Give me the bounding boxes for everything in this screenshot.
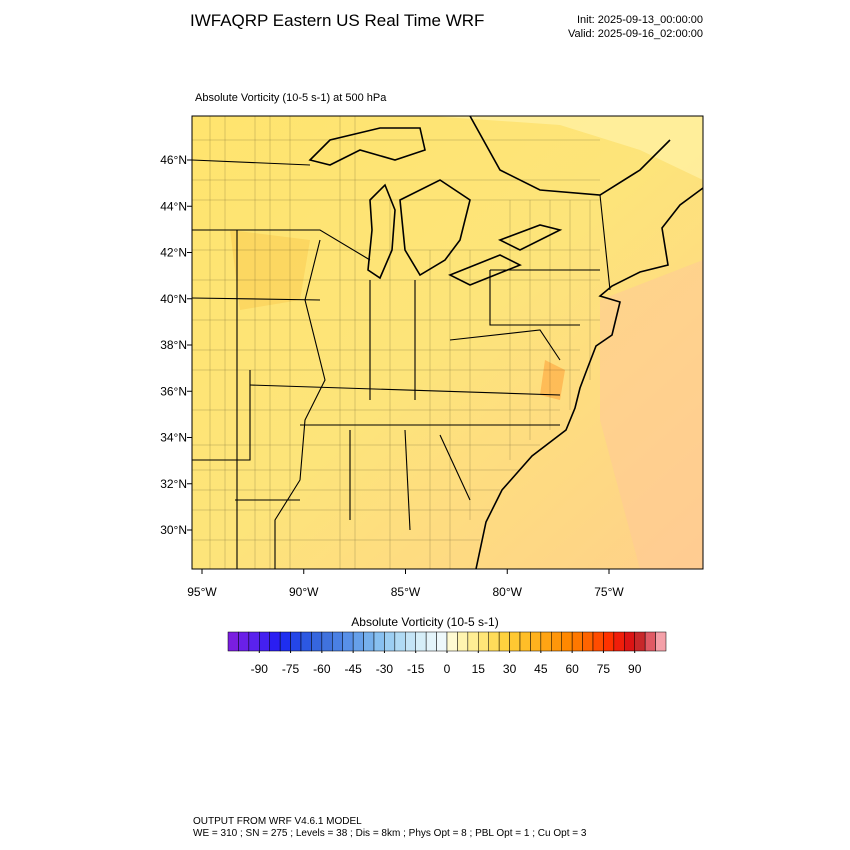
lat-label: 34°N — [160, 431, 187, 445]
colorbar-box — [238, 631, 250, 652]
colorbar-box — [457, 631, 469, 652]
lat-label: 30°N — [160, 523, 187, 537]
colorbar-box — [259, 631, 270, 652]
lat-label: 46°N — [160, 153, 187, 167]
colorbar-box — [279, 631, 291, 652]
colorbar-label: 45 — [534, 662, 548, 676]
lat-label: 44°N — [160, 199, 187, 213]
colorbar-box — [613, 631, 625, 652]
colorbar-box — [321, 631, 333, 652]
colorbar-label: 0 — [444, 662, 451, 676]
colorbar-box — [655, 631, 667, 652]
colorbar-box — [342, 631, 354, 652]
colorbar-label: 30 — [503, 662, 517, 676]
colorbar-box — [509, 631, 521, 652]
colorbar-box — [300, 631, 312, 652]
field-patch — [430, 116, 703, 180]
colorbar-box — [478, 631, 489, 652]
colorbar-box — [519, 631, 531, 652]
colorbar-label: 60 — [565, 662, 579, 676]
lon-label: 75°W — [594, 585, 624, 599]
subtitle: Absolute Vorticity (10-5 s-1) at 500 hPa — [195, 92, 387, 104]
colorbar-box — [551, 631, 562, 652]
colorbar-box — [394, 631, 406, 652]
colorbar-box — [373, 631, 385, 652]
county-grid — [192, 116, 600, 569]
lat-label: 38°N — [160, 338, 187, 352]
lat-label: 40°N — [160, 292, 187, 306]
colorbar-title: Absolute Vorticity (10-5 s-1) — [351, 615, 498, 629]
field-patch — [600, 260, 703, 569]
colorbar-box — [332, 631, 343, 652]
colorbar-box — [405, 631, 416, 652]
colorbar-box — [227, 631, 239, 652]
colorbar-label: 75 — [597, 662, 611, 676]
colorbar-box — [248, 631, 260, 652]
colorbar-box — [498, 631, 510, 652]
colorbar-box — [467, 631, 479, 652]
lat-label: 42°N — [160, 246, 187, 260]
colorbar-box — [415, 631, 427, 652]
lat-label: 36°N — [160, 384, 187, 398]
colorbar-label: -90 — [251, 662, 269, 676]
colorbar-box — [384, 631, 396, 652]
colorbar-label: -45 — [344, 662, 362, 676]
colorbar-box — [582, 631, 594, 652]
title: IWFAQRP Eastern US Real Time WRF — [190, 11, 484, 30]
colorbar-box — [425, 631, 437, 652]
colorbar-box — [530, 631, 542, 652]
init-time: Init: 2025-09-13_00:00:00 — [577, 14, 703, 26]
colorbar-label: -15 — [407, 662, 425, 676]
lon-label: 80°W — [493, 585, 523, 599]
colorbar-box — [446, 631, 458, 652]
valid-time: Valid: 2025-09-16_02:00:00 — [568, 28, 703, 40]
colorbar-label: -60 — [313, 662, 331, 676]
map-frame — [191, 115, 704, 570]
colorbar-box — [634, 631, 646, 652]
colorbar-label: -30 — [376, 662, 394, 676]
footer-line: WE = 310 ; SN = 275 ; Levels = 38 ; Dis … — [193, 828, 587, 839]
colorbar-box — [561, 631, 573, 652]
colorbar-box — [269, 631, 281, 652]
colorbar-box — [363, 631, 375, 652]
colorbar-label: 15 — [472, 662, 486, 676]
colorbar-box — [540, 631, 552, 652]
state-borders — [191, 159, 611, 569]
colorbar-box — [488, 631, 500, 652]
lat-label: 32°N — [160, 477, 187, 491]
lon-label: 95°W — [187, 585, 217, 599]
lon-label: 85°W — [391, 585, 421, 599]
colorbar-box — [603, 631, 615, 652]
colorbar-box — [571, 631, 583, 652]
colorbar-box — [624, 631, 635, 652]
footer-line: OUTPUT FROM WRF V4.6.1 MODEL — [193, 816, 362, 827]
colorbar-box — [436, 631, 448, 652]
colorbar-label: -75 — [282, 662, 300, 676]
colorbar-box — [290, 631, 302, 652]
colorbar-label: 90 — [628, 662, 642, 676]
colorbar-box — [592, 631, 604, 652]
colorbar-box — [311, 631, 323, 652]
colorbar-box — [644, 631, 656, 652]
map — [191, 115, 704, 570]
lon-label: 90°W — [289, 585, 319, 599]
colorbar-box — [352, 631, 364, 652]
